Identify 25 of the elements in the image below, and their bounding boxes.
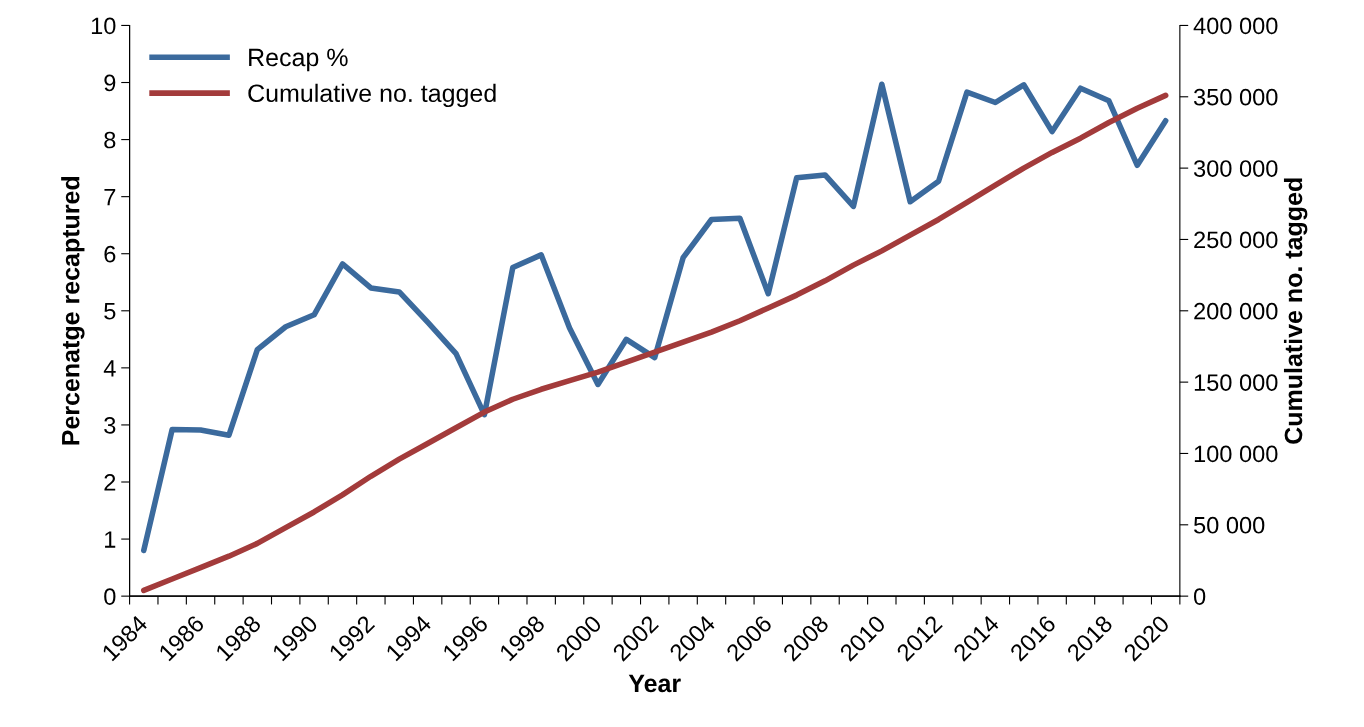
y-axis-title: Percenatge recaptured — [61, 176, 85, 445]
y-tick-label: 4 — [103, 360, 116, 377]
legend-label: Cumulative no. tagged — [248, 83, 496, 108]
y-tick-label: 7 — [104, 188, 116, 206]
y2-tick-label: 200 000 — [1194, 302, 1278, 320]
y-tick-label: 5 — [104, 303, 116, 320]
y-tick-label: 1 — [105, 531, 116, 548]
y2-axis-title: Cumulative no. tagged — [1283, 178, 1308, 444]
y-tick-label: 0 — [104, 588, 116, 605]
y-tick-label: 3 — [104, 417, 116, 434]
y2-tick-label: 100 000 — [1194, 445, 1278, 463]
y2-tick-label: 300 000 — [1193, 160, 1278, 177]
y2-tick-label: 250 000 — [1194, 231, 1278, 249]
y-tick-label: 6 — [104, 245, 116, 263]
y2-tick-label: 50 000 — [1194, 516, 1265, 534]
legend-label: Recap % — [249, 48, 348, 72]
y2-tick-label: 150 000 — [1194, 374, 1278, 391]
y2-tick-label: 400 000 — [1193, 17, 1278, 35]
y2-tick-label: 0 — [1193, 588, 1206, 605]
y-tick-label: 10 — [91, 17, 116, 35]
y-tick-label: 8 — [104, 131, 116, 149]
y-tick-label: 2 — [104, 474, 116, 491]
y-tick-label: 9 — [104, 74, 116, 92]
x-axis-title: Year — [628, 674, 681, 693]
y2-tick-label: 350 000 — [1193, 88, 1278, 106]
